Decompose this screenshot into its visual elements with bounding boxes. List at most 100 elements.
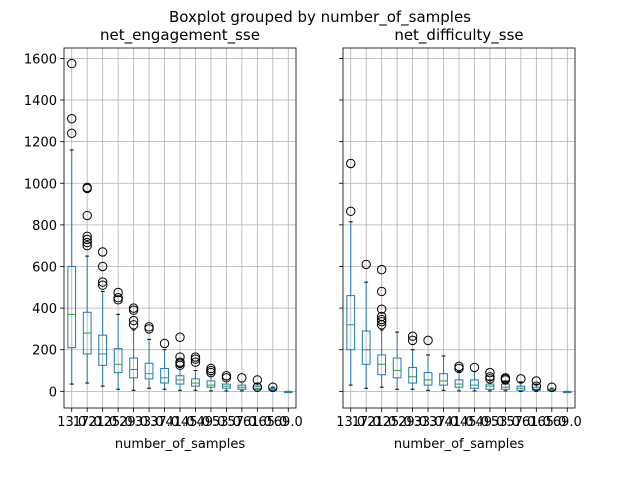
y-tick-label: 0 bbox=[49, 385, 57, 400]
flier-point bbox=[531, 376, 542, 386]
x-tick-label: 21.0 bbox=[367, 415, 396, 430]
box-57.0 bbox=[237, 373, 247, 392]
box-body bbox=[392, 357, 402, 379]
axes-frame bbox=[63, 47, 297, 409]
x-tick-label: 57.0 bbox=[506, 415, 535, 430]
axes-frame bbox=[342, 47, 576, 409]
y-tick-label: 400 bbox=[32, 302, 57, 317]
flier-point bbox=[469, 362, 480, 373]
flier-point bbox=[82, 240, 92, 251]
x-tick-label: 69.0 bbox=[553, 415, 582, 430]
y-tick-label: 600 bbox=[32, 260, 57, 275]
box-body bbox=[206, 380, 216, 388]
x-tick-label: 45.0 bbox=[181, 415, 210, 430]
x-tick-label: 13.0 bbox=[57, 415, 86, 430]
x-tick-label: 21.0 bbox=[88, 415, 117, 430]
box-69.0 bbox=[562, 390, 572, 394]
box-17.0 bbox=[82, 182, 92, 384]
x-tick-label: 53.0 bbox=[212, 415, 241, 430]
flier-point bbox=[268, 382, 278, 392]
box-body bbox=[454, 379, 464, 388]
box-29.0 bbox=[407, 331, 418, 390]
figure-suptitle: Boxplot grouped by number_of_samples bbox=[169, 8, 471, 27]
x-tick-label: 41.0 bbox=[166, 415, 195, 430]
flier-point bbox=[252, 375, 263, 385]
flier-point bbox=[346, 158, 356, 169]
box-body bbox=[470, 379, 479, 389]
flier-point bbox=[67, 114, 77, 124]
flier-point bbox=[128, 303, 139, 313]
box-37.0 bbox=[159, 338, 170, 390]
flier-point bbox=[159, 338, 170, 349]
x-tick-label: 45.0 bbox=[460, 415, 489, 430]
flier-point bbox=[175, 357, 185, 367]
box-53.0 bbox=[221, 371, 232, 392]
y-tick-label: 1400 bbox=[24, 94, 57, 109]
box-45.0 bbox=[469, 362, 480, 392]
box-49.0 bbox=[485, 367, 495, 392]
flier-point bbox=[485, 367, 495, 378]
box-41.0 bbox=[175, 332, 185, 391]
y-tick-label: 800 bbox=[32, 219, 57, 234]
flier-point bbox=[175, 352, 185, 362]
grid-lines bbox=[64, 48, 296, 408]
panel-title-net-engagement: net_engagement_sse bbox=[100, 26, 260, 45]
x-tick-label: 61.0 bbox=[243, 415, 272, 430]
flier-point bbox=[67, 58, 77, 69]
box-body bbox=[160, 367, 169, 384]
flier-point bbox=[376, 286, 387, 297]
box-37.0 bbox=[439, 355, 448, 391]
x-tick-label: 29.0 bbox=[119, 415, 148, 430]
flier-point bbox=[221, 371, 232, 381]
box-49.0 bbox=[206, 363, 216, 392]
flier-point bbox=[82, 234, 92, 245]
box-body bbox=[346, 295, 356, 351]
box-25.0 bbox=[392, 331, 402, 390]
box-body bbox=[191, 378, 200, 387]
x-tick-label: 37.0 bbox=[150, 415, 179, 430]
box-57.0 bbox=[516, 374, 526, 392]
flier-point bbox=[97, 261, 108, 272]
x-tick-label: 69.0 bbox=[274, 415, 303, 430]
box-13.0 bbox=[346, 158, 356, 386]
x-axis-title-net-difficulty: number_of_samples bbox=[394, 437, 525, 452]
box-45.0 bbox=[190, 352, 201, 391]
flier-point bbox=[500, 373, 511, 383]
x-tick-label: 25.0 bbox=[383, 415, 412, 430]
flier-point bbox=[113, 293, 123, 303]
flier-point bbox=[190, 352, 201, 362]
y-tick-label: 1200 bbox=[24, 136, 57, 151]
grid-lines bbox=[343, 48, 575, 408]
x-tick-label: 61.0 bbox=[522, 415, 551, 430]
flier-point bbox=[190, 357, 201, 367]
box-69.0 bbox=[283, 390, 293, 394]
box-13.0 bbox=[67, 58, 77, 385]
box-65.0 bbox=[268, 382, 278, 392]
flier-point bbox=[97, 280, 108, 290]
flier-point bbox=[376, 304, 387, 314]
flier-point bbox=[531, 381, 542, 391]
box-body bbox=[67, 265, 77, 349]
flier-point bbox=[97, 277, 108, 287]
box-body bbox=[129, 357, 138, 379]
flier-point bbox=[376, 311, 387, 322]
box-29.0 bbox=[128, 303, 139, 391]
box-33.0 bbox=[423, 335, 433, 391]
box-25.0 bbox=[113, 287, 123, 390]
box-body bbox=[144, 362, 154, 380]
flier-point bbox=[97, 247, 108, 257]
box-21.0 bbox=[97, 247, 108, 387]
flier-point bbox=[128, 315, 139, 326]
x-tick-label: 29.0 bbox=[398, 415, 427, 430]
x-tick-label: 49.0 bbox=[475, 415, 504, 430]
x-tick-label: 33.0 bbox=[414, 415, 443, 430]
panel-title-net-difficulty: net_difficulty_sse bbox=[394, 26, 523, 45]
x-tick-label: 57.0 bbox=[227, 415, 256, 430]
x-tick-label: 25.0 bbox=[104, 415, 133, 430]
x-tick-label: 37.0 bbox=[429, 415, 458, 430]
box-body bbox=[423, 372, 433, 386]
flier-point bbox=[376, 264, 387, 275]
flier-point bbox=[407, 331, 418, 341]
x-tick-label: 33.0 bbox=[135, 415, 164, 430]
